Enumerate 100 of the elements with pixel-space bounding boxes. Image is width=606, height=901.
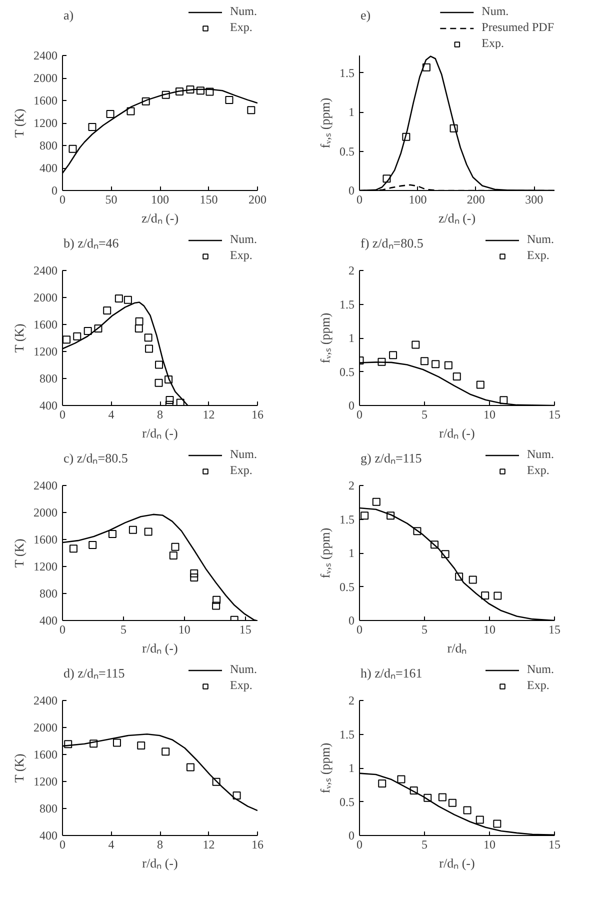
point	[389, 351, 398, 360]
legend-label: Exp.	[527, 463, 550, 478]
y-tick-label: 2400	[34, 264, 58, 278]
y-axis-title: T (K)	[12, 108, 26, 138]
point	[455, 572, 464, 581]
point	[410, 786, 418, 794]
x-tick-label: 15	[548, 622, 560, 636]
point	[378, 779, 386, 788]
x-tick-label: 100	[151, 192, 169, 206]
point	[438, 793, 446, 802]
chart-title: b) z/dₙ=46	[64, 236, 120, 250]
point	[360, 512, 369, 520]
point	[413, 527, 422, 536]
point	[88, 122, 96, 131]
y-tick-label: 1600	[34, 532, 58, 546]
legend-label: Num.	[230, 4, 257, 19]
point	[500, 396, 508, 404]
point	[166, 396, 174, 404]
point	[247, 106, 256, 114]
point	[114, 294, 123, 303]
x-tick-label: 15	[548, 838, 560, 852]
x-axis-title: r/dₙ (-)	[142, 640, 178, 656]
legend-label: Exp.	[230, 463, 252, 478]
chart-title: g) z/dₙ=115	[360, 450, 422, 466]
y-axis-title: T (K)	[12, 754, 26, 783]
x-tick-label: 12	[202, 838, 215, 852]
y-tick-label: 2	[348, 264, 354, 278]
y-tick-label: 1.5	[340, 727, 354, 742]
y-tick-label: 1	[348, 546, 354, 560]
y-tick-label: 800	[40, 372, 58, 386]
point	[154, 378, 163, 387]
chart-title: e)	[360, 8, 371, 22]
point	[155, 360, 164, 369]
point	[212, 778, 220, 786]
y-tick-label: 0.5	[340, 794, 354, 809]
y-tick-label: 1600	[34, 318, 58, 332]
point	[190, 574, 198, 582]
point	[402, 132, 410, 141]
y-tick-label: 1200	[34, 344, 58, 358]
point	[108, 530, 116, 538]
point	[144, 528, 152, 536]
x-tick-label: 50	[105, 192, 118, 206]
x-tick-label: 5	[422, 408, 428, 422]
legend-label: Exp.	[230, 248, 252, 263]
x-tick-label: 5	[422, 838, 428, 852]
point	[430, 540, 439, 549]
point	[171, 542, 180, 551]
y-axis-title: fᵥ,ₛ (ppm)	[318, 528, 332, 578]
point	[452, 372, 461, 381]
x-tick-label: 10	[178, 622, 190, 636]
chart-title: h) z/dₙ=161	[360, 666, 422, 680]
x-tick-label: 4	[108, 408, 114, 422]
point	[232, 791, 241, 800]
point	[73, 332, 82, 340]
point	[444, 361, 452, 370]
point	[420, 357, 428, 366]
y-tick-label: 1200	[34, 774, 58, 788]
point	[128, 526, 137, 534]
point	[64, 740, 72, 748]
point	[468, 576, 477, 584]
y-tick-label: 2400	[34, 478, 58, 492]
x-tick-label: 5	[422, 622, 428, 636]
legend-label: Num.	[527, 447, 554, 462]
y-tick-label: 0.5	[340, 144, 354, 158]
point	[481, 591, 490, 600]
point	[126, 107, 135, 116]
x-tick-label: 10	[484, 622, 496, 636]
y-axis-title: fᵥ,ₛ (ppm)	[318, 98, 332, 148]
y-axis-title: T (K)	[12, 538, 26, 568]
legend-label: Num.	[230, 662, 257, 677]
x-axis-title: z/dₙ (-)	[438, 210, 476, 226]
legend-label: Num.	[482, 4, 509, 19]
point	[144, 334, 152, 342]
point	[134, 324, 143, 333]
point	[476, 380, 484, 389]
y-tick-label: 800	[40, 586, 58, 600]
y-tick-label: 1	[348, 331, 354, 345]
x-tick-label: 300	[525, 192, 544, 206]
legend-label: Num.	[527, 662, 554, 677]
point	[69, 544, 78, 553]
point	[463, 806, 472, 814]
point	[422, 63, 430, 72]
y-tick-label: 400	[40, 161, 58, 175]
point	[164, 375, 173, 384]
y-tick-label: 0	[348, 184, 354, 198]
y-tick-label: 1200	[34, 560, 58, 574]
y-tick-label: 2	[348, 478, 354, 492]
point	[206, 88, 214, 96]
y-tick-label: 2000	[34, 720, 58, 734]
point	[212, 602, 220, 610]
chart-title: c) z/dₙ=80.5	[64, 450, 128, 466]
y-tick-label: 400	[40, 828, 58, 842]
legend-label: Exp.	[527, 248, 550, 263]
point	[448, 798, 456, 807]
y-tick-label: 1	[348, 105, 354, 120]
legend-label: Num.	[230, 232, 257, 247]
chart-title: a)	[64, 8, 74, 22]
y-tick-label: 400	[40, 614, 58, 628]
y-tick-label: 0	[348, 614, 354, 628]
point	[476, 816, 484, 824]
